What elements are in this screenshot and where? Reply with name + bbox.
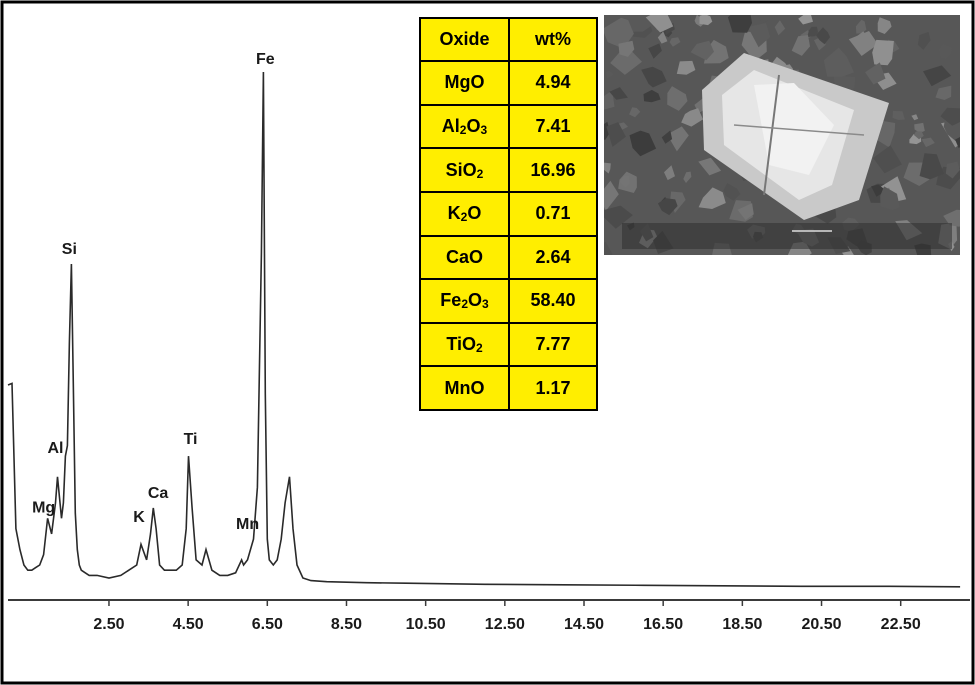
table-header-row: Oxide wt% — [419, 17, 598, 62]
table-row: K2O 0.71 — [419, 190, 598, 237]
peak-label-al: Al — [48, 440, 64, 457]
peak-label-mg: Mg — [32, 499, 55, 516]
oxide-table-body: MgO 4.94 Al2O3 7.41 SiO2 16.96 K2O 0.71 CaO 2.64 F… — [419, 60, 598, 411]
wt-percent-cell: 58.40 — [508, 278, 598, 324]
oxide-name-cell: SiO2 — [419, 147, 510, 193]
x-tick-label: 8.50 — [331, 616, 362, 633]
oxide-name-cell: MnO — [419, 365, 510, 411]
table-row: CaO 2.64 — [419, 234, 598, 281]
peak-labels: Fe Si Al Mg Ti CaK Mn — [32, 51, 275, 533]
sem-micrograph — [604, 15, 960, 255]
oxide-name-cell: Fe2O3 — [419, 278, 510, 324]
spectrum-line — [7, 71, 961, 588]
oxide-name-cell: MgO — [419, 60, 510, 106]
table-row: Fe2O3 58.40 — [419, 278, 598, 324]
peak-label-k: K — [133, 509, 145, 526]
x-tick-label: 20.50 — [802, 616, 842, 633]
x-ticks — [108, 600, 902, 606]
wt-percent-cell: 2.64 — [508, 234, 598, 281]
x-tick-label: 6.50 — [252, 616, 283, 633]
peak-label-ti: Ti — [184, 431, 198, 448]
peak-label-si: Si — [62, 241, 77, 258]
x-tick-label: 2.50 — [93, 616, 124, 633]
peak-label-mn: Mn — [236, 516, 259, 533]
x-tick-label: 10.50 — [406, 616, 446, 633]
x-tick-labels: 2.50 4.50 6.50 8.50 10.50 12.50 14.50 16.50 18.5… — [93, 616, 920, 633]
x-tick-label: 16.50 — [643, 616, 683, 633]
x-tick-label: 18.50 — [722, 616, 762, 633]
wt-percent-cell: 0.71 — [508, 190, 598, 237]
peak-label-ca: Ca — [148, 485, 169, 502]
oxide-name-cell: CaO — [419, 234, 510, 281]
sem-micrograph-picture — [604, 15, 960, 255]
table-row: Al2O3 7.41 — [419, 103, 598, 150]
oxide-composition-table: Oxide wt% MgO 4.94 Al2O3 7.41 SiO2 16.96 K2O 0.… — [419, 17, 598, 411]
x-tick-label: 14.50 — [564, 616, 604, 633]
peak-label-fe: Fe — [256, 51, 275, 68]
wt-percent-cell: 1.17 — [508, 365, 598, 411]
wt-percent-cell: 7.41 — [508, 103, 598, 150]
oxide-header: Oxide — [419, 17, 510, 62]
x-tick-label: 4.50 — [173, 616, 204, 633]
oxide-name-cell: K2O — [419, 190, 510, 237]
table-row: MgO 4.94 — [419, 60, 598, 106]
wt-percent-header: wt% — [508, 17, 598, 62]
wt-percent-cell: 4.94 — [508, 60, 598, 106]
wt-percent-cell: 7.77 — [508, 321, 598, 368]
x-tick-label: 12.50 — [485, 616, 525, 633]
table-row: SiO2 16.96 — [419, 147, 598, 193]
oxide-name-cell: Al2O3 — [419, 103, 510, 150]
oxide-name-cell: TiO2 — [419, 321, 510, 368]
table-row: MnO 1.17 — [419, 365, 598, 411]
wt-percent-cell: 16.96 — [508, 147, 598, 193]
table-row: TiO2 7.77 — [419, 321, 598, 368]
x-tick-label: 22.50 — [881, 616, 921, 633]
